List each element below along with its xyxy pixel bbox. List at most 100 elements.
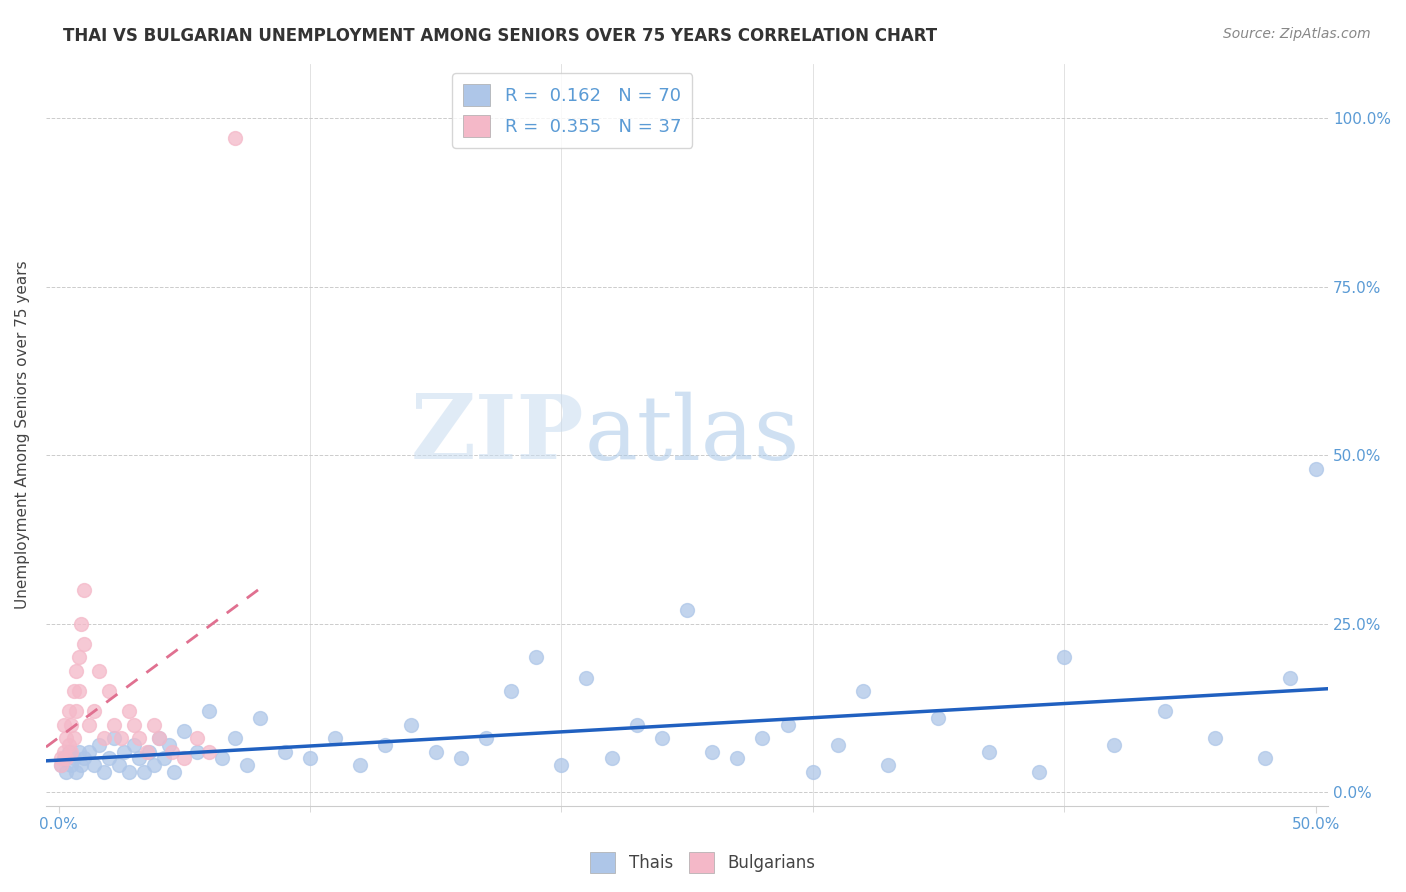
Point [65, 704, 87, 718]
Point [128, 751, 150, 765]
Point [1053, 650, 1076, 665]
Point [801, 764, 824, 779]
Text: THAI VS BULGARIAN UNEMPLOYMENT AMONG SENIORS OVER 75 YEARS CORRELATION CHART: THAI VS BULGARIAN UNEMPLOYMENT AMONG SEN… [63, 27, 938, 45]
Point [626, 717, 648, 731]
Point [236, 758, 259, 772]
Y-axis label: Unemployment Among Seniors over 75 years: Unemployment Among Seniors over 75 years [15, 260, 30, 609]
Point [67, 745, 90, 759]
Point [97, 751, 120, 765]
Legend: Thais, Bulgarians: Thais, Bulgarians [583, 846, 823, 880]
Point [499, 684, 522, 698]
Point [70, 758, 93, 772]
Point [138, 745, 160, 759]
Point [1153, 704, 1175, 718]
Point [148, 731, 170, 746]
Point [425, 745, 447, 759]
Point [112, 745, 135, 759]
Point [118, 704, 141, 718]
Point [1305, 461, 1327, 475]
Point [65, 664, 87, 678]
Point [49, 751, 72, 765]
Point [776, 717, 799, 731]
Point [524, 650, 547, 665]
Point [977, 745, 1000, 759]
Legend: R =  0.162   N = 70, R =  0.355   N = 37: R = 0.162 N = 70, R = 0.355 N = 37 [453, 73, 692, 148]
Point [198, 745, 221, 759]
Point [135, 745, 157, 759]
Point [751, 731, 773, 746]
Point [157, 738, 180, 752]
Point [62, 731, 84, 746]
Point [475, 731, 498, 746]
Point [186, 731, 208, 746]
Point [70, 616, 93, 631]
Point [143, 758, 166, 772]
Point [58, 738, 80, 752]
Point [67, 684, 90, 698]
Point [93, 764, 115, 779]
Point [122, 738, 145, 752]
Point [62, 684, 84, 698]
Point [550, 758, 572, 772]
Point [399, 717, 422, 731]
Point [651, 731, 673, 746]
Point [97, 684, 120, 698]
Point [110, 731, 132, 746]
Point [153, 751, 176, 765]
Point [676, 603, 699, 617]
Point [77, 717, 100, 731]
Point [52, 745, 75, 759]
Point [83, 758, 105, 772]
Point [49, 758, 72, 772]
Point [725, 751, 748, 765]
Point [49, 758, 72, 772]
Point [65, 764, 87, 779]
Point [60, 745, 83, 759]
Point [87, 664, 110, 678]
Point [374, 738, 396, 752]
Point [274, 745, 297, 759]
Point [55, 764, 77, 779]
Point [298, 751, 321, 765]
Point [58, 704, 80, 718]
Point [103, 731, 125, 746]
Point [1104, 738, 1126, 752]
Point [1254, 751, 1277, 765]
Point [173, 751, 195, 765]
Point [1279, 671, 1302, 685]
Point [450, 751, 472, 765]
Point [143, 717, 166, 731]
Point [224, 131, 246, 145]
Point [83, 704, 105, 718]
Point [128, 731, 150, 746]
Point [60, 717, 83, 731]
Point [103, 717, 125, 731]
Point [108, 758, 131, 772]
Point [77, 745, 100, 759]
Point [148, 731, 170, 746]
Point [55, 731, 77, 746]
Text: Source: ZipAtlas.com: Source: ZipAtlas.com [1223, 27, 1371, 41]
Point [67, 650, 90, 665]
Point [600, 751, 623, 765]
Point [52, 751, 75, 765]
Point [877, 758, 900, 772]
Point [349, 758, 371, 772]
Point [163, 764, 186, 779]
Point [55, 751, 77, 765]
Point [73, 582, 96, 597]
Point [198, 704, 221, 718]
Point [173, 724, 195, 739]
Point [1028, 764, 1050, 779]
Text: atlas: atlas [585, 392, 800, 478]
Point [575, 671, 598, 685]
Point [186, 745, 208, 759]
Point [93, 731, 115, 746]
Point [58, 745, 80, 759]
Point [224, 731, 246, 746]
Point [122, 717, 145, 731]
Text: ZIP: ZIP [411, 392, 585, 478]
Point [852, 684, 875, 698]
Point [1204, 731, 1226, 746]
Point [323, 731, 346, 746]
